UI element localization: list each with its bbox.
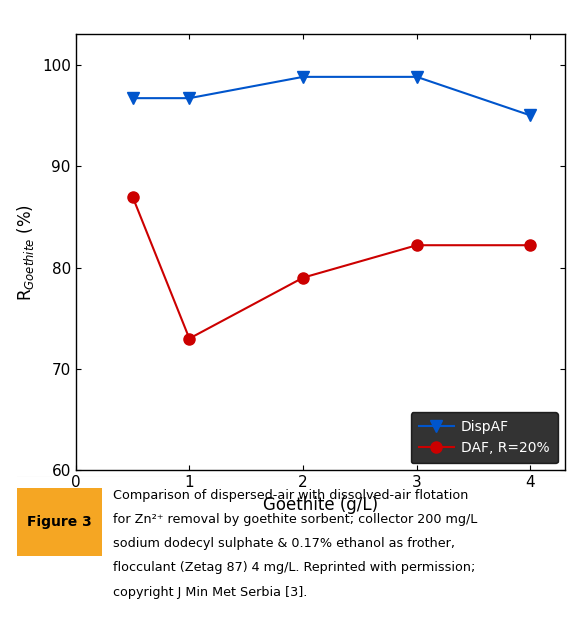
Y-axis label: R$_{Goethite}$ (%): R$_{Goethite}$ (%) (15, 204, 36, 301)
Text: Figure 3: Figure 3 (27, 515, 92, 528)
Text: for Zn²⁺ removal by goethite sorbent; collector 200 mg/L: for Zn²⁺ removal by goethite sorbent; co… (113, 513, 477, 526)
X-axis label: Goethite (g/L): Goethite (g/L) (262, 496, 378, 514)
Text: sodium dodecyl sulphate & 0.17% ethanol as frother,: sodium dodecyl sulphate & 0.17% ethanol … (113, 537, 455, 550)
FancyBboxPatch shape (17, 488, 102, 556)
Text: Comparison of dispersed-air with dissolved-air flotation: Comparison of dispersed-air with dissolv… (113, 489, 469, 502)
Text: copyright J Min Met Serbia [3].: copyright J Min Met Serbia [3]. (113, 586, 307, 599)
Text: flocculant (Zetag 87) 4 mg/L. Reprinted with permission;: flocculant (Zetag 87) 4 mg/L. Reprinted … (113, 561, 475, 574)
Legend: DispAF, DAF, R=20%: DispAF, DAF, R=20% (411, 412, 558, 464)
